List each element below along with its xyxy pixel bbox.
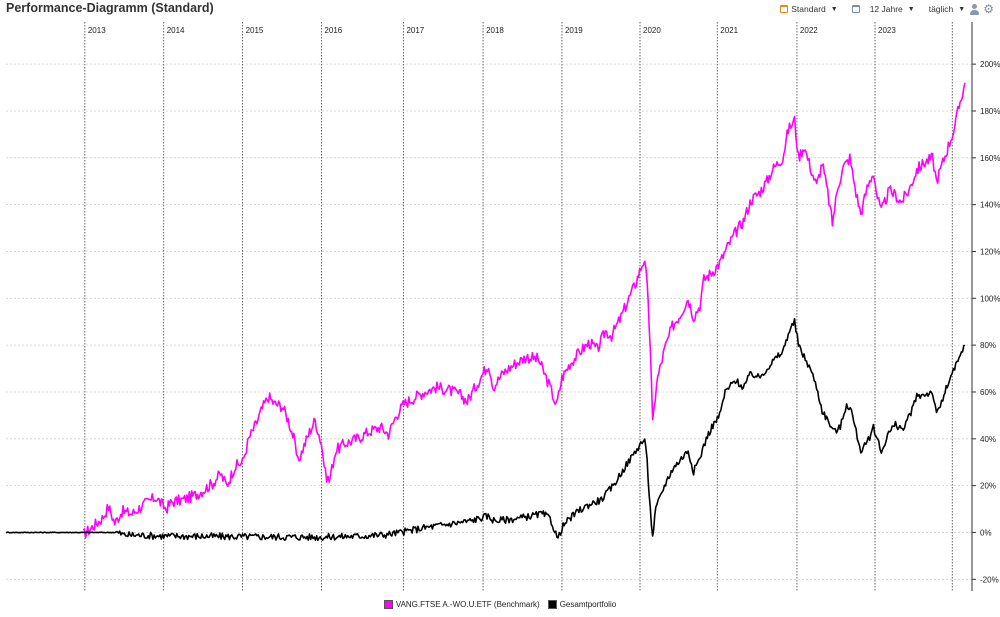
year-label: 2023	[878, 26, 896, 35]
legend-item-portfolio[interactable]: Gesamtportfolio	[547, 600, 617, 609]
chart-toolbar: Standard ▼ 12 Jahre ▼ täglich ▼ ⚙	[780, 2, 994, 16]
legend-swatch-benchmark	[383, 600, 393, 609]
year-label: 2020	[643, 26, 661, 35]
y-tick-label: 20%	[980, 482, 996, 491]
chart-legend: VANG.FTSE A.-WO.U.ETF (Benchmark) Gesamt…	[0, 600, 1000, 609]
y-tick-label: 120%	[980, 247, 1000, 256]
year-labels: 2013 2014 2015 2016 2017 2018 2019 2020 2021 2022…	[88, 26, 896, 35]
y-tick-label: 60%	[980, 388, 996, 397]
y-tick-label: 160%	[980, 154, 1000, 163]
y-tick-label: 0%	[980, 528, 992, 537]
year-label: 2021	[720, 26, 738, 35]
legend-item-benchmark[interactable]: VANG.FTSE A.-WO.U.ETF (Benchmark)	[383, 600, 540, 609]
year-label: 2013	[88, 26, 106, 35]
horizontal-gridlines	[6, 63, 972, 580]
dropdown-caret-icon: ▼	[907, 5, 915, 13]
year-label: 2015	[246, 26, 264, 35]
year-lines	[84, 22, 953, 591]
period-select-label: 12 Jahre	[869, 4, 903, 14]
series-line-portfolio	[5, 317, 966, 542]
performance-chart: 2013 2014 2015 2016 2017 2018 2019 2020 2021 2022…	[5, 22, 1000, 591]
user-icon[interactable]	[969, 3, 979, 15]
year-label: 2016	[324, 26, 342, 35]
interval-select[interactable]: täglich ▼	[929, 4, 966, 14]
calendar-range-icon	[851, 5, 860, 13]
y-tick-label: 40%	[980, 435, 996, 444]
year-label: 2022	[800, 26, 818, 35]
year-label: 2019	[565, 26, 583, 35]
page-title: Performance-Diagramm (Standard)	[6, 1, 214, 15]
year-label: 2018	[486, 26, 504, 35]
legend-swatch-portfolio	[547, 600, 557, 609]
calendar-icon	[780, 5, 789, 13]
y-tick-label: 80%	[980, 341, 996, 350]
legend-label-benchmark: VANG.FTSE A.-WO.U.ETF (Benchmark)	[395, 600, 540, 609]
y-tick-label: 200%	[980, 60, 1000, 69]
y-tick-label: 100%	[980, 294, 1000, 303]
period-select[interactable]: 12 Jahre ▼	[851, 4, 915, 14]
y-axis: -20% 0% 20% 40% 60% 80% 100% 120% 140% 160% 180% 20…	[971, 22, 1000, 591]
series-layer	[5, 82, 966, 542]
year-label: 2014	[167, 26, 185, 35]
y-tick-label: 180%	[980, 107, 1000, 116]
view-select[interactable]: Standard ▼	[780, 4, 838, 14]
dropdown-caret-icon: ▼	[958, 5, 966, 13]
y-tick-label: 140%	[980, 201, 1000, 210]
legend-label-portfolio: Gesamtportfolio	[559, 600, 617, 609]
dropdown-caret-icon: ▼	[830, 5, 838, 13]
series-line-benchmark	[82, 82, 966, 539]
view-select-label: Standard	[791, 4, 826, 14]
gear-icon[interactable]: ⚙	[983, 2, 994, 16]
interval-select-label: täglich	[928, 4, 954, 14]
y-tick-label: -20%	[980, 575, 999, 584]
year-label: 2017	[406, 26, 424, 35]
